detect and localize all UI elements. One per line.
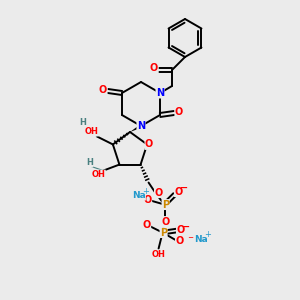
- Text: N: N: [137, 121, 145, 131]
- Text: O: O: [175, 107, 183, 117]
- Text: O: O: [145, 140, 153, 149]
- Text: Na: Na: [194, 235, 208, 244]
- Text: H: H: [80, 118, 86, 127]
- Text: O: O: [142, 220, 151, 230]
- Text: O: O: [175, 187, 183, 196]
- Text: Na: Na: [132, 191, 145, 200]
- Text: −: −: [179, 183, 188, 193]
- Text: O: O: [99, 85, 107, 95]
- Text: O: O: [150, 63, 158, 73]
- Text: O: O: [176, 225, 185, 235]
- Text: O: O: [176, 236, 184, 246]
- Text: +: +: [204, 230, 211, 239]
- Text: +: +: [142, 187, 149, 196]
- Text: −: −: [182, 222, 190, 232]
- Text: O: O: [143, 195, 152, 205]
- Text: N: N: [156, 88, 164, 98]
- Text: OH: OH: [92, 170, 105, 179]
- Text: OH: OH: [152, 250, 166, 259]
- Text: OH: OH: [85, 127, 99, 136]
- Text: H: H: [86, 158, 93, 167]
- Text: P: P: [160, 228, 167, 238]
- Polygon shape: [130, 124, 142, 132]
- Text: P: P: [162, 200, 169, 210]
- Text: −: −: [187, 233, 194, 242]
- Text: O: O: [161, 217, 170, 226]
- Text: O: O: [154, 188, 163, 198]
